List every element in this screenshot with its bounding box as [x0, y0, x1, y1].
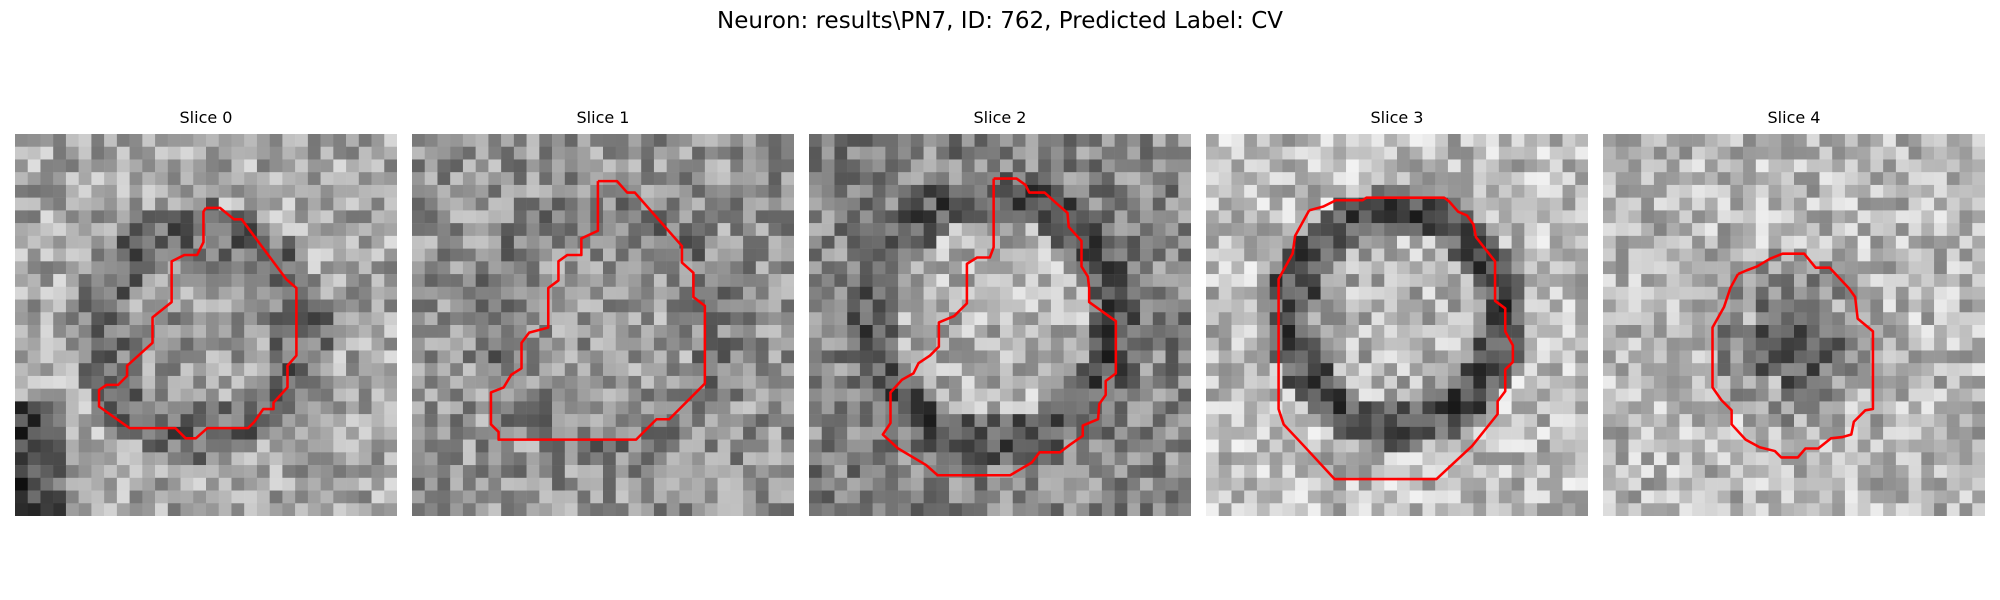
figure-title: Neuron: results\PN7, ID: 762, Predicted …	[717, 8, 1283, 34]
slice-title: Slice 3	[1370, 108, 1424, 127]
microscopy-slice-image	[412, 134, 794, 516]
slice-panel-3: Slice 3	[1206, 108, 1588, 518]
microscopy-slice-image	[809, 134, 1191, 516]
slice-panel-0: Slice 0	[15, 108, 397, 518]
slice-panel-4: Slice 4	[1603, 108, 1985, 518]
segmentation-contour	[1711, 252, 1875, 459]
segmentation-contour	[1277, 196, 1515, 481]
microscopy-slice-image	[15, 134, 397, 516]
slice-title: Slice 2	[973, 108, 1027, 127]
slice-panel-1: Slice 1	[412, 108, 794, 518]
segmentation-contour	[489, 179, 707, 441]
slice-title: Slice 1	[576, 108, 630, 127]
segmentation-contour	[881, 177, 1118, 477]
microscopy-slice-image	[1603, 134, 1985, 516]
slice-title: Slice 0	[179, 108, 233, 127]
microscopy-slice-image	[1206, 134, 1588, 516]
segmentation-contour	[97, 206, 298, 440]
slice-panel-2: Slice 2	[809, 108, 1191, 518]
slice-title: Slice 4	[1767, 108, 1821, 127]
